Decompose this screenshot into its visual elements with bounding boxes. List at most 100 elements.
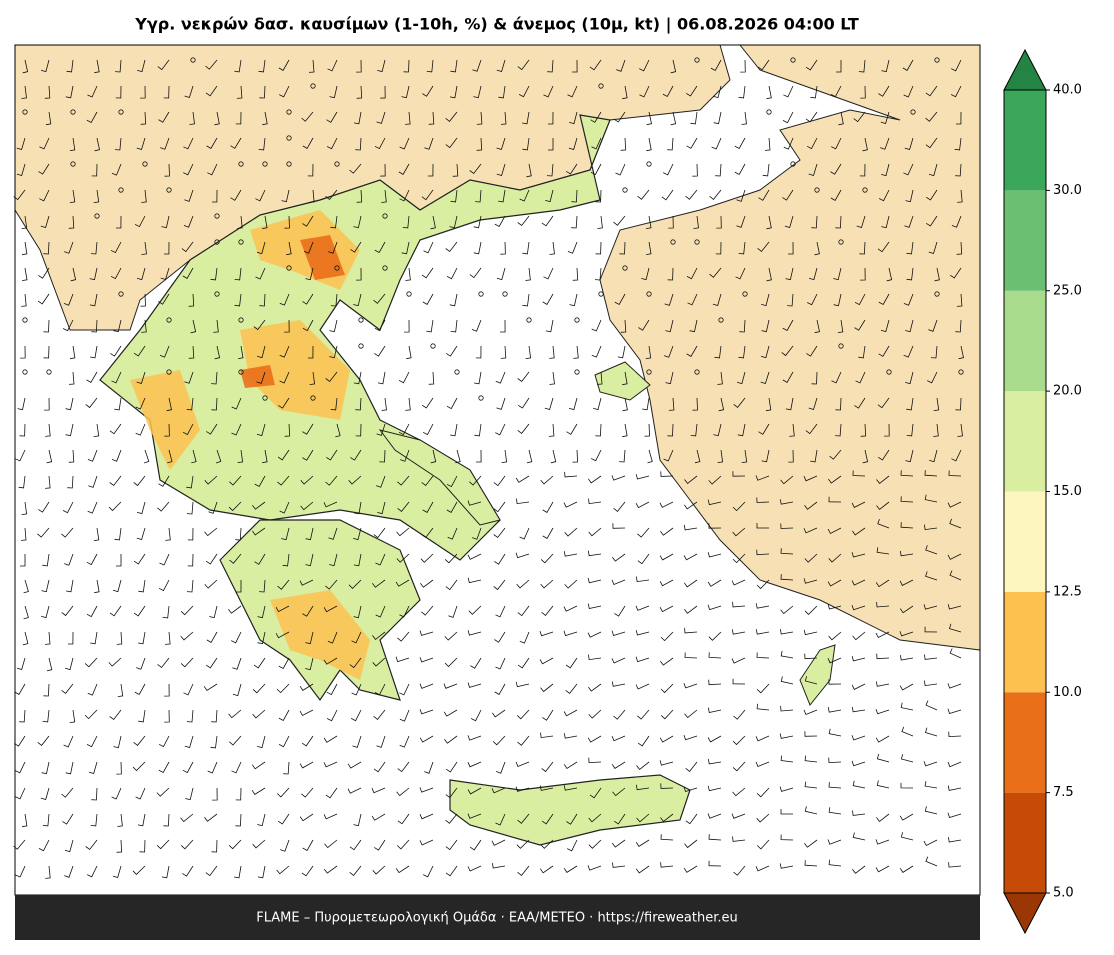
wind-barb bbox=[258, 59, 266, 73]
wind-barb bbox=[762, 163, 770, 177]
wind-barb bbox=[445, 579, 458, 591]
wind-barb bbox=[831, 371, 842, 384]
wind-barb bbox=[374, 241, 386, 254]
wind-barb bbox=[933, 397, 940, 411]
wind-barb bbox=[924, 494, 938, 503]
wind-barb bbox=[707, 552, 722, 558]
wind-barb bbox=[852, 832, 866, 841]
wind-barb bbox=[733, 397, 746, 408]
rhodes bbox=[799, 644, 836, 706]
wind-barb bbox=[637, 735, 650, 747]
wind-barb bbox=[906, 241, 914, 255]
wind-barbs bbox=[13, 57, 964, 879]
wind-barb bbox=[94, 137, 100, 152]
wind-barb bbox=[395, 579, 410, 587]
wind-barb bbox=[300, 475, 314, 485]
wind-barb bbox=[755, 629, 770, 635]
wind-barb bbox=[835, 215, 842, 229]
wind-barb bbox=[594, 267, 602, 281]
wind-barb bbox=[353, 553, 362, 567]
wind-barb bbox=[637, 527, 650, 538]
wind-barb bbox=[900, 522, 914, 529]
wind-barb bbox=[543, 267, 554, 280]
wind-barb bbox=[851, 604, 866, 611]
wind-barb bbox=[804, 839, 818, 848]
wind-barb bbox=[444, 735, 458, 744]
wind-barb bbox=[541, 215, 554, 227]
wind-barb bbox=[426, 59, 434, 73]
wind-barb bbox=[947, 708, 962, 714]
wind-barb bbox=[755, 865, 770, 872]
wind-barb bbox=[659, 760, 674, 766]
wind-barb bbox=[733, 865, 746, 876]
wind-barb bbox=[348, 579, 362, 589]
wind-barb bbox=[398, 423, 410, 436]
wind-barb bbox=[421, 267, 434, 279]
wind-barb bbox=[323, 761, 338, 768]
wind-barb bbox=[64, 839, 74, 853]
wind-barb bbox=[641, 267, 650, 281]
calm-marker bbox=[670, 239, 676, 245]
wind-barb bbox=[522, 241, 530, 255]
colorbar-tick-label: 20.0 bbox=[1053, 384, 1082, 399]
wind-barb bbox=[397, 475, 410, 486]
wind-barb bbox=[903, 163, 914, 176]
wind-barb bbox=[399, 709, 410, 722]
wind-barb bbox=[279, 501, 290, 514]
wind-barb bbox=[22, 59, 29, 74]
wind-barb bbox=[84, 657, 98, 668]
wind-barb bbox=[587, 631, 602, 638]
wind-barb bbox=[62, 319, 74, 332]
wind-barb bbox=[445, 813, 458, 824]
wind-barb bbox=[85, 397, 98, 409]
wind-barb bbox=[878, 189, 890, 202]
wind-barb bbox=[693, 215, 699, 229]
wind-barb bbox=[664, 293, 674, 306]
wind-barb bbox=[43, 345, 50, 359]
wind-barb bbox=[323, 865, 338, 874]
wind-barb bbox=[356, 85, 363, 99]
wind-barb bbox=[683, 683, 698, 689]
wind-barb bbox=[663, 345, 674, 358]
wind-barb bbox=[814, 319, 820, 334]
wind-barb bbox=[186, 501, 194, 515]
wind-barb bbox=[353, 527, 362, 541]
wind-barb bbox=[660, 631, 674, 642]
wind-barb bbox=[708, 475, 722, 485]
wind-barb bbox=[761, 449, 770, 463]
wind-barb bbox=[713, 85, 722, 99]
wind-barb bbox=[877, 449, 890, 461]
calm-marker bbox=[646, 161, 652, 167]
wind-barb bbox=[302, 215, 314, 227]
wind-barb bbox=[495, 657, 506, 670]
wind-barb bbox=[683, 865, 698, 873]
wind-barb bbox=[780, 705, 794, 712]
wind-barb bbox=[707, 579, 722, 587]
wind-barb bbox=[37, 735, 50, 746]
wind-barb bbox=[694, 449, 701, 464]
wind-barb bbox=[188, 345, 195, 359]
wind-barb bbox=[925, 85, 938, 97]
wind-barb bbox=[467, 813, 482, 819]
wind-barb bbox=[259, 579, 266, 593]
wind-barb bbox=[309, 189, 315, 203]
wind-barb bbox=[445, 241, 458, 253]
wind-barb bbox=[353, 293, 362, 307]
wind-barb bbox=[635, 656, 650, 663]
wind-barb bbox=[828, 859, 842, 867]
wind-barb bbox=[302, 293, 314, 305]
wind-barb bbox=[215, 449, 222, 464]
wind-barb bbox=[373, 761, 386, 773]
wind-barb bbox=[756, 813, 770, 823]
wind-barb bbox=[165, 631, 171, 645]
wind-barb bbox=[587, 603, 602, 609]
wind-barb bbox=[423, 241, 434, 254]
wind-barb bbox=[69, 137, 76, 151]
wind-barb bbox=[684, 475, 698, 484]
wind-barb bbox=[136, 267, 146, 281]
colorbar-tick-label: 5.0 bbox=[1053, 886, 1074, 901]
wind-barb bbox=[61, 787, 74, 798]
wind-barb bbox=[951, 59, 962, 72]
wind-barb bbox=[352, 735, 362, 748]
wind-barb bbox=[782, 189, 794, 201]
